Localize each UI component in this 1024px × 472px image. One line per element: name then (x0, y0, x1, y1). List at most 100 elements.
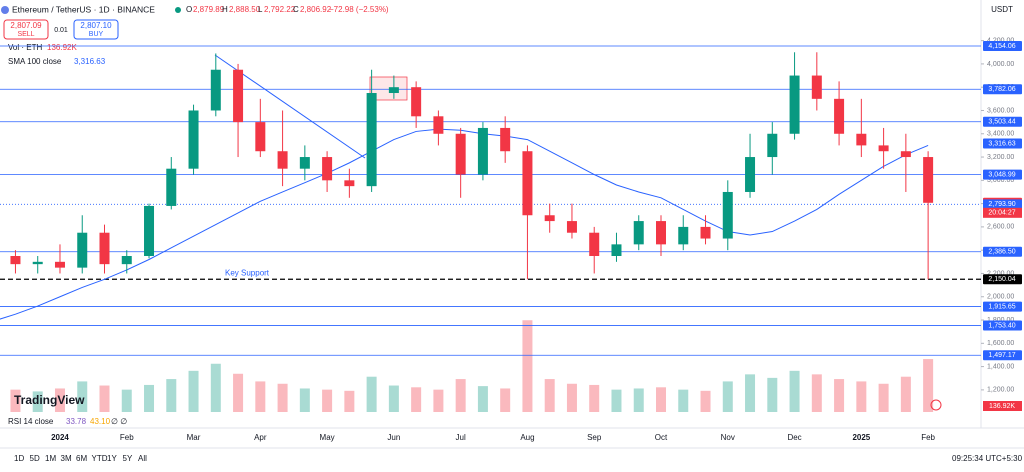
x-tick-label: Mar (187, 433, 201, 442)
volume-bar (455, 379, 466, 412)
volume-bar (834, 379, 845, 412)
price-badge-label: 2,793.90 (988, 201, 1015, 208)
volume-bar (566, 383, 577, 412)
volume-bar (522, 320, 533, 412)
volume-bar (544, 379, 555, 412)
volume-bar (99, 385, 110, 412)
y-tick-label: 3,600.00 (987, 107, 1014, 114)
clock: 09:25:34 UTC+5:30 (952, 454, 1023, 463)
candle-body (566, 221, 577, 233)
range-button[interactable]: 6M (76, 454, 87, 463)
countdown: 20:04:27 (988, 210, 1015, 217)
volume-bar (10, 389, 21, 412)
volume-bar (589, 384, 600, 412)
rsi-extra: ∅ ∅ (111, 417, 127, 426)
y-tick-label: 3,000.00 (987, 177, 1014, 184)
change: −72.98 (−2.53%) (329, 5, 389, 14)
candle-body (188, 110, 199, 169)
volume-bar (210, 363, 221, 412)
ohlc-label: C (293, 5, 299, 14)
candle-body (611, 244, 622, 256)
price-badge-label: 3,316.63 (988, 140, 1015, 147)
candle-body (166, 168, 177, 206)
ohlc-value: 2,792.22 (264, 5, 296, 14)
volume-bar (144, 384, 155, 412)
price-badge (983, 84, 1022, 95)
volume-bar (366, 376, 377, 412)
candle-body (277, 151, 288, 169)
ohlc-value: 2,879.89 (193, 5, 225, 14)
logo: TradingView (14, 393, 85, 407)
candle-body (255, 122, 266, 152)
alert-icon[interactable] (930, 399, 942, 411)
price-badge (983, 274, 1022, 285)
volume-badge (983, 401, 1022, 411)
volume-bar (322, 389, 333, 412)
candle-body (299, 157, 310, 169)
x-tick-label: 2025 (852, 433, 870, 442)
volume-bar (611, 389, 622, 412)
volume-bar (500, 388, 511, 412)
status-dot (175, 7, 181, 13)
volume-bar (277, 383, 288, 412)
candle-body (656, 221, 666, 245)
volume-legend: Vol · ETH (8, 43, 42, 52)
volume-bar (344, 390, 355, 412)
price-badge (983, 169, 1022, 180)
candle-body (700, 226, 711, 239)
price-badge (983, 138, 1022, 149)
volume-bar (745, 374, 756, 412)
x-tick-label: Apr (254, 433, 267, 442)
volume-bar (700, 390, 711, 412)
sell-button[interactable] (3, 19, 49, 40)
candle-body (789, 75, 800, 134)
candle-body (433, 116, 444, 134)
range-button[interactable]: 5Y (123, 454, 133, 463)
candle-body (388, 87, 399, 94)
candle-body (500, 127, 511, 152)
volume-bar (811, 374, 822, 412)
range-button[interactable]: 1Y (107, 454, 117, 463)
currency[interactable]: USDT (991, 5, 1013, 14)
y-tick-label: 4,000.00 (987, 61, 1014, 68)
candle-body (411, 87, 422, 117)
volume-bar (32, 391, 43, 412)
price-badge (983, 301, 1022, 312)
candle-body (722, 191, 733, 239)
candle-body (322, 157, 333, 181)
candle-body (544, 215, 555, 222)
candle-body (210, 69, 221, 111)
candle-body (834, 98, 845, 134)
volume-bar (477, 386, 488, 412)
ohlc-value: 2,806.92 (300, 5, 332, 14)
range-button[interactable]: 1D (14, 454, 24, 463)
candle-body (856, 133, 867, 146)
price-badge-label: 2,386.50 (988, 249, 1015, 256)
x-tick-label: Feb (120, 433, 134, 442)
volume-bar (388, 385, 399, 412)
x-tick-label: Nov (721, 433, 735, 442)
price-badge-label: 4,154.06 (988, 43, 1015, 50)
price-badge-label: 3,048.99 (988, 171, 1015, 178)
volume-bar (923, 359, 934, 412)
sell-label: SELL (17, 31, 34, 38)
rsi-legend: RSI 14 close (8, 417, 54, 426)
range-button[interactable]: All (138, 454, 147, 463)
x-tick-label: Jun (387, 433, 400, 442)
price-badge-label: 3,503.44 (988, 119, 1015, 126)
volume-bar (856, 381, 867, 412)
ohlc-label: O (186, 5, 192, 14)
candle-body (233, 69, 244, 123)
range-button[interactable]: 5D (30, 454, 40, 463)
volume-bar (767, 377, 778, 412)
y-tick-label: 1,400.00 (987, 363, 1014, 370)
buy-button[interactable] (73, 19, 119, 40)
range-button[interactable]: 1M (45, 454, 56, 463)
range-button[interactable]: 3M (61, 454, 72, 463)
volume-bar (233, 373, 244, 412)
x-tick-label: Aug (520, 433, 534, 442)
range-button[interactable]: YTD (92, 454, 108, 463)
y-tick-label: 1,800.00 (987, 317, 1014, 324)
volume-bar (656, 387, 666, 412)
